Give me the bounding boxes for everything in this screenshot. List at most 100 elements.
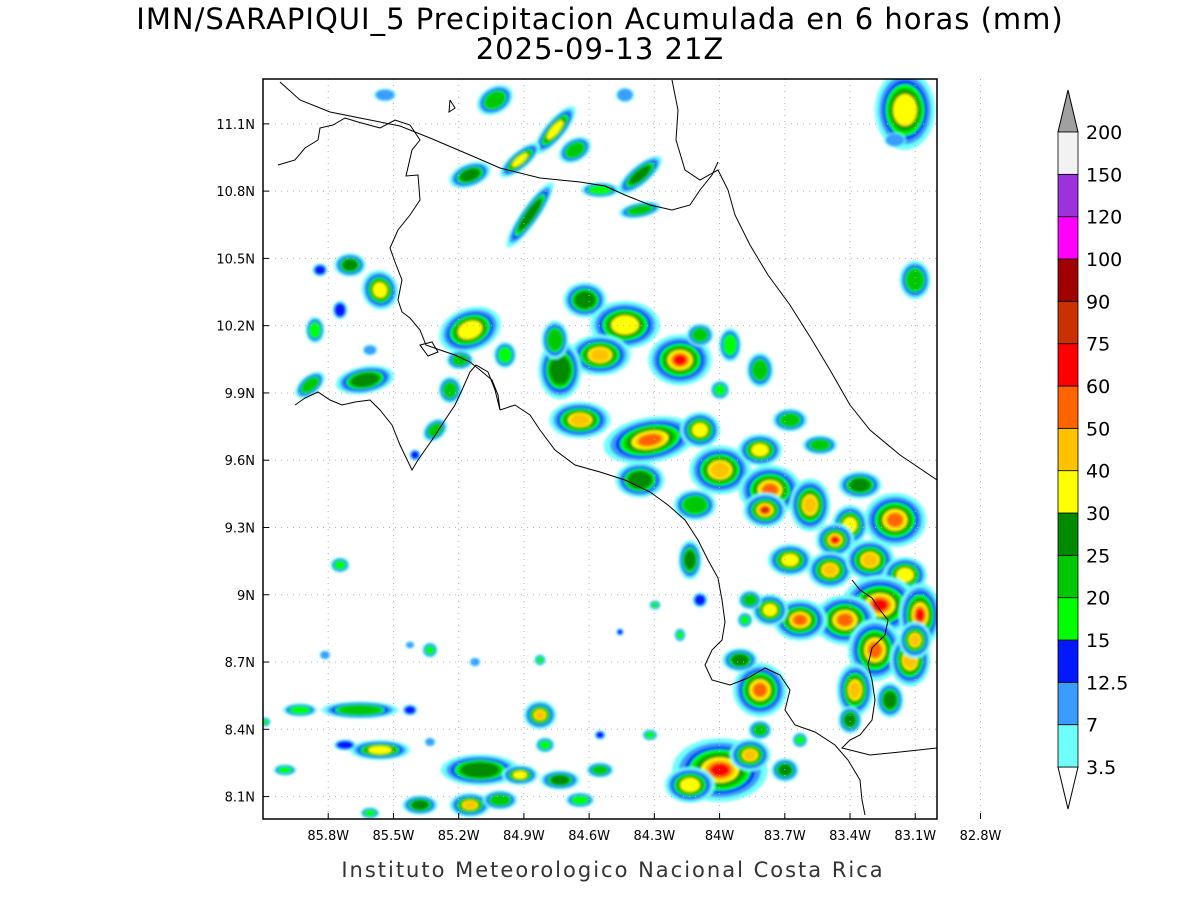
lon-tick-label: 83.7W xyxy=(764,829,806,844)
rain-cell xyxy=(789,478,831,532)
rain-cell xyxy=(499,142,541,178)
rain-cell xyxy=(535,737,555,753)
rain-contour-fill xyxy=(628,205,652,215)
rain-contour-fill xyxy=(570,414,590,426)
rain-contour-fill xyxy=(651,601,659,609)
rain-cell xyxy=(792,732,808,748)
rain-cell xyxy=(502,765,538,785)
rain-cell xyxy=(334,253,366,277)
lon-tick-label: 84.9W xyxy=(503,829,545,844)
rain-contour-fill xyxy=(410,450,420,460)
rain-contour-fill xyxy=(406,641,414,649)
rain-cell xyxy=(330,557,350,573)
rain-cell xyxy=(616,87,634,103)
colorbar-label: 120 xyxy=(1086,207,1122,229)
lat-tick-label: 11.1N xyxy=(216,118,255,133)
rain-cell xyxy=(876,682,904,718)
rain-contour-fill xyxy=(795,735,805,745)
rain-cell xyxy=(674,628,686,642)
colorbar-label: 30 xyxy=(1086,503,1110,525)
rain-contour-fill xyxy=(683,496,707,514)
lon-tick-label: 83.4W xyxy=(829,829,871,844)
rain-contour-fill xyxy=(263,718,269,726)
rain-contour-fill xyxy=(692,422,708,438)
colorbar-label: 90 xyxy=(1086,291,1110,313)
rain-cell xyxy=(549,401,611,439)
rain-contour-fill xyxy=(338,705,382,715)
rain-contour-fill xyxy=(849,478,871,492)
rain-contour-fill xyxy=(592,765,608,775)
rain-cell xyxy=(619,201,661,219)
rain-cell xyxy=(673,489,717,521)
rain-contour-fill xyxy=(428,423,442,437)
rain-cell xyxy=(899,260,931,300)
rain-cell xyxy=(692,592,708,608)
gulf-nicoya-shore xyxy=(419,341,439,357)
colorbar-label: 75 xyxy=(1086,334,1110,356)
rain-contour-fill xyxy=(743,594,757,606)
rain-contour-fill xyxy=(314,265,326,275)
map-subtitle-date: 2025-09-13 21Z xyxy=(476,32,725,66)
rain-contour-fill xyxy=(372,282,388,298)
rain-cell xyxy=(446,350,474,370)
rain-cell xyxy=(482,790,518,810)
rain-contour-fill xyxy=(461,762,499,778)
rain-cell xyxy=(493,341,517,369)
rain-contour-fill xyxy=(457,320,483,340)
rain-cell xyxy=(402,795,438,815)
rain-cell xyxy=(422,418,448,442)
colorbar-over-arrow xyxy=(1057,89,1079,133)
rain-cell xyxy=(678,540,702,580)
lat-tick-label: 9.6N xyxy=(225,454,255,469)
rain-cell xyxy=(263,717,271,727)
lon-tick-label: 84.3W xyxy=(633,829,675,844)
colorbar-under-arrow xyxy=(1057,766,1079,810)
colorbar-swatch xyxy=(1057,512,1079,556)
rain-contour-fill xyxy=(731,654,749,666)
lat-tick-label: 9.9N xyxy=(225,387,255,402)
colorbar-label: 7 xyxy=(1086,715,1098,737)
colorbar-label: 15 xyxy=(1086,630,1110,652)
rain-contour-fill xyxy=(753,683,767,697)
rain-contour-fill xyxy=(629,165,651,185)
rain-contour-fill xyxy=(887,513,903,527)
colorbar-label: 100 xyxy=(1086,249,1122,271)
rain-contour-fill xyxy=(342,259,358,271)
colorbar-swatch xyxy=(1057,258,1079,302)
rain-cell xyxy=(838,706,862,734)
rain-contour-fill xyxy=(547,329,563,351)
rain-cell xyxy=(534,654,546,666)
rain-cell xyxy=(312,263,328,277)
rain-contour-fill xyxy=(611,315,639,335)
rain-cell xyxy=(748,720,772,740)
rain-contour-fill xyxy=(762,603,778,617)
rain-contour-fill xyxy=(511,153,529,167)
rain-contour-fill xyxy=(753,724,767,736)
nicaragua-border-line xyxy=(279,81,719,211)
rain-contour-fill xyxy=(375,89,395,101)
rain-contour-fill xyxy=(452,354,468,366)
rain-contour-fill xyxy=(443,382,457,398)
colorbar-swatch xyxy=(1057,385,1079,429)
rain-cell xyxy=(350,740,410,760)
rain-contour-fill xyxy=(425,738,435,746)
lat-tick-label: 10.2N xyxy=(216,320,255,335)
rain-cell xyxy=(439,306,501,354)
rain-contour-fill xyxy=(289,705,311,715)
colorbar-label: 3.5 xyxy=(1086,757,1116,779)
rain-contour-fill xyxy=(497,346,513,364)
rain-contour-fill xyxy=(460,168,480,182)
rain-contour-fill xyxy=(872,599,888,611)
rain-contour-fill xyxy=(470,658,480,666)
rain-contour-fill xyxy=(645,731,655,739)
rain-contour-fill xyxy=(862,553,878,567)
colorbar-label: 200 xyxy=(1086,122,1122,144)
map-frame xyxy=(262,78,938,820)
rain-cell xyxy=(807,551,853,589)
rain-cell xyxy=(649,600,661,610)
lake-shore-line xyxy=(448,99,456,113)
rain-cell xyxy=(360,807,380,819)
rain-cell xyxy=(603,416,697,464)
rain-cell xyxy=(615,462,665,498)
rain-contour-fill xyxy=(780,413,800,427)
